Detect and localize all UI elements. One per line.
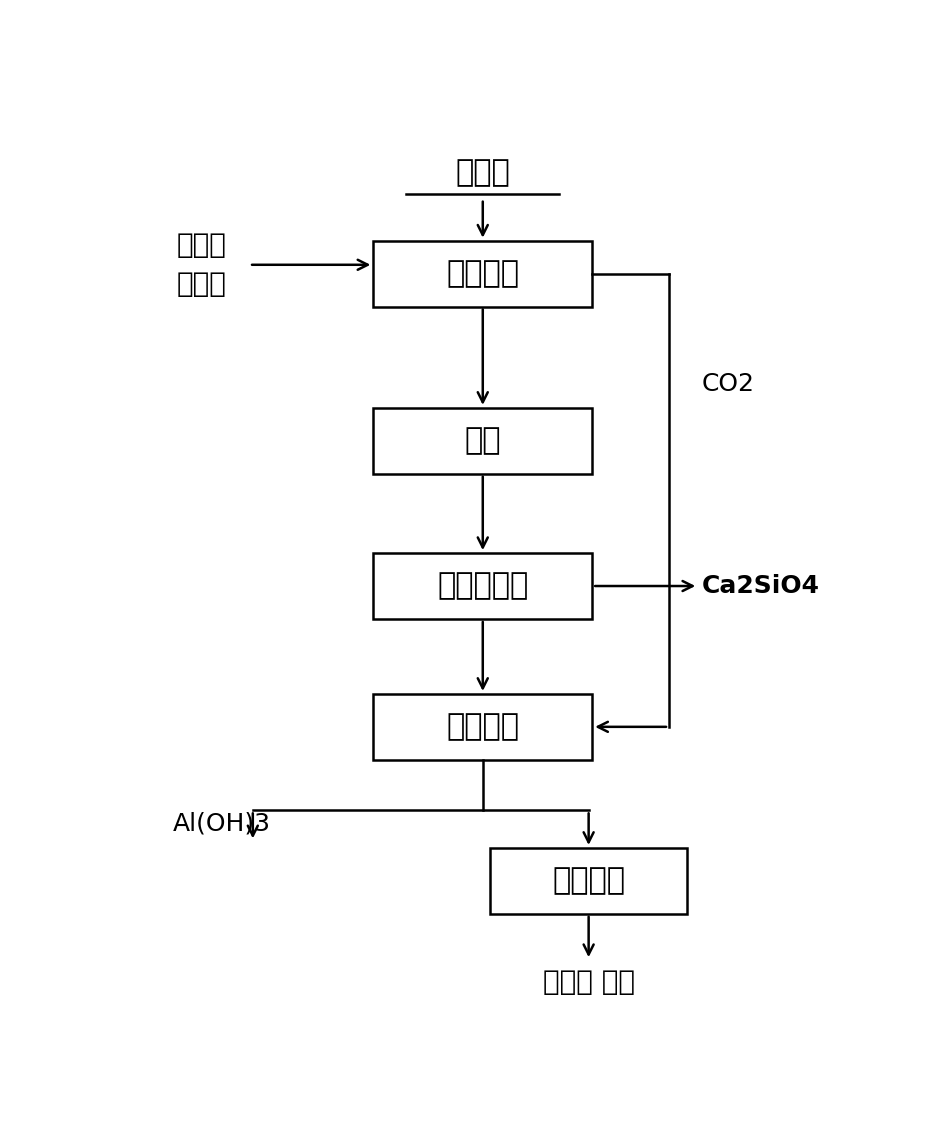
Text: 石灰石
碳酸钙: 石灰石 碳酸钙 xyxy=(177,231,227,298)
Bar xyxy=(373,553,593,620)
Text: 钒筹、 鈢筹: 钒筹、 鈢筹 xyxy=(543,968,635,996)
Text: 鸬尾矿: 鸬尾矿 xyxy=(455,158,511,186)
Bar xyxy=(373,240,593,306)
Text: 分步蔻发: 分步蔻发 xyxy=(552,866,625,895)
Text: 高温焙烧: 高温焙烧 xyxy=(447,259,519,288)
Bar xyxy=(373,408,593,474)
Text: CO2: CO2 xyxy=(702,371,755,395)
Text: 碳化分解: 碳化分解 xyxy=(447,712,519,742)
Text: 浸出液脱硬: 浸出液脱硬 xyxy=(437,572,528,600)
Text: Al(OH)3: Al(OH)3 xyxy=(172,812,270,836)
Bar xyxy=(373,694,593,760)
Text: 浸出: 浸出 xyxy=(464,426,501,455)
Text: Ca2SiO4: Ca2SiO4 xyxy=(702,574,820,598)
Bar xyxy=(490,848,688,914)
